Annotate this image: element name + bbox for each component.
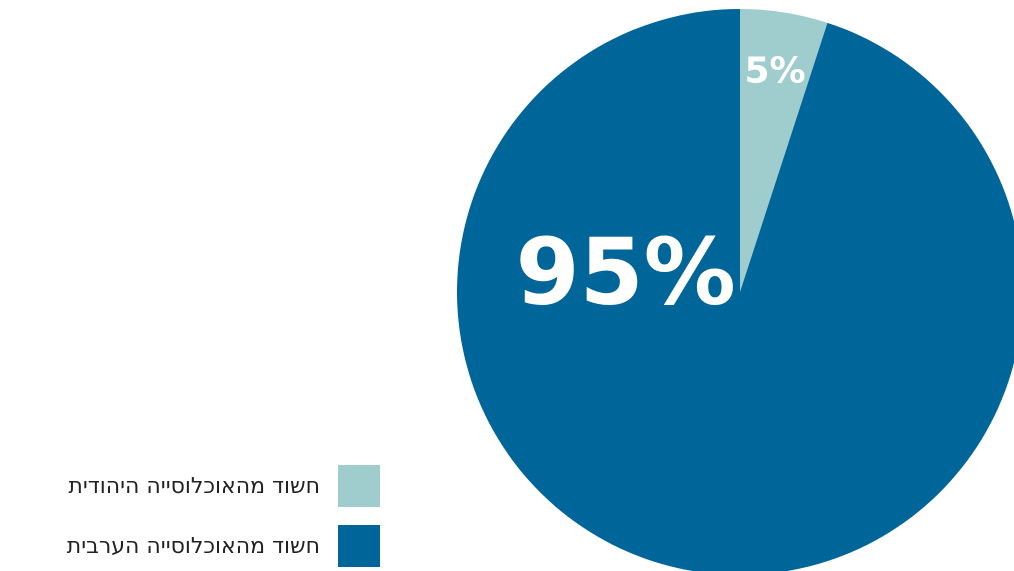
slice-label-jewish: 5% xyxy=(744,51,805,92)
pie-slice-jewish xyxy=(740,9,828,292)
legend-label-arab: חשוד מהאוכלוסייה הערבית xyxy=(66,533,320,559)
legend-swatch-arab xyxy=(338,525,380,567)
legend-item-arab: חשוד מהאוכלוסייה הערבית xyxy=(67,524,380,568)
pie-slice-arab xyxy=(457,9,1014,571)
legend-swatch-jewish xyxy=(338,465,380,507)
slice-label-arab: 95% xyxy=(516,218,736,325)
legend-label-jewish: חשוד מהאוכלוסייה היהודית xyxy=(68,473,320,499)
legend-item-jewish: חשוד מהאוכלוסייה היהודית xyxy=(68,464,380,508)
